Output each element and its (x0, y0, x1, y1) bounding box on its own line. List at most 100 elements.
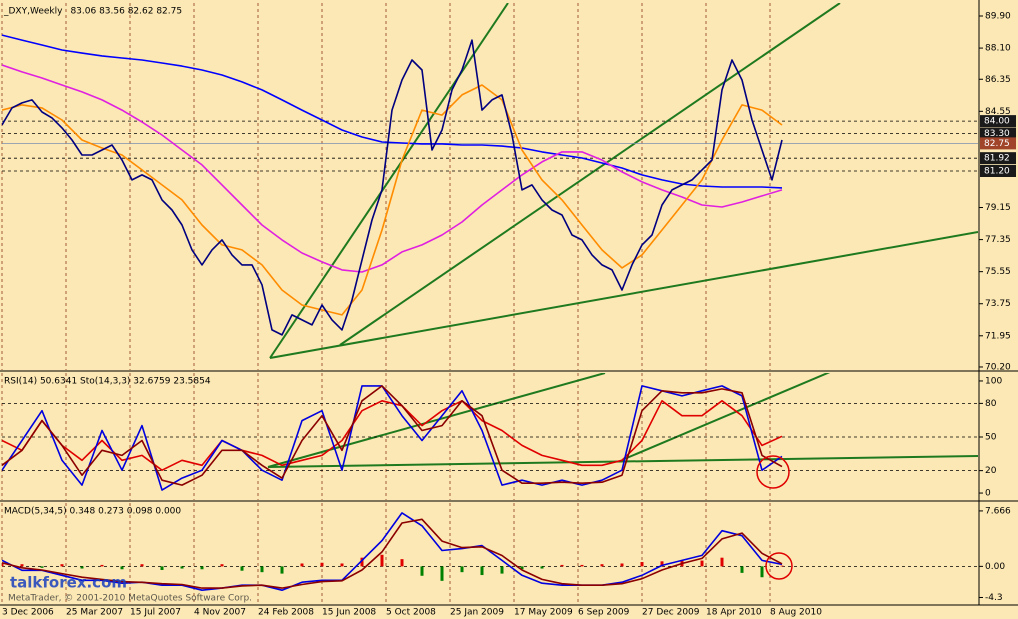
histogram-bar (220, 564, 224, 567)
histogram-bar (760, 566, 764, 578)
y-tick-label: 73.75 (985, 299, 1011, 309)
histogram-bar (400, 559, 404, 567)
level-label: 83.30 (984, 129, 1010, 139)
level-box (980, 152, 1016, 165)
price-label: 82.75 (984, 139, 1010, 149)
histogram-bar (380, 554, 384, 567)
x-tick-label: 27 Dec 2009 (642, 608, 700, 618)
x-tick-label: 17 May 2009 (514, 608, 573, 618)
pane-title: MACD(5,34,5) 0.348 0.273 0.098 0.000 (4, 507, 181, 517)
histogram-bar (620, 563, 624, 567)
y-tick-label: 0.00 (985, 562, 1005, 572)
histogram-bar (200, 566, 204, 570)
histogram-bar (280, 566, 284, 574)
histogram-bar (360, 557, 364, 567)
histogram-bar (560, 564, 564, 567)
macd-pane (2, 512, 978, 591)
line-series (2, 518, 783, 589)
y-tick-label: 80 (985, 399, 997, 409)
y-tick-label: 86.35 (985, 75, 1011, 85)
histogram-bar (720, 557, 724, 567)
pane-title: _DXY,Weekly (3, 7, 63, 17)
copyright: MetaTrader, © 2001-2010 MetaQuotes Softw… (8, 594, 252, 604)
histogram-bar (180, 566, 184, 569)
grid (1, 3, 771, 605)
line-series (2, 385, 783, 486)
line-series (2, 64, 783, 273)
trend-line (267, 373, 606, 468)
level-label: 81.92 (984, 154, 1010, 164)
y-tick-label: 70.20 (985, 362, 1011, 372)
histogram-bar (520, 566, 524, 570)
x-tick-label: 5 Oct 2008 (386, 608, 436, 618)
level-box (980, 115, 1016, 128)
y-tick-label: 20 (985, 466, 997, 476)
y-tick-label: 84.55 (985, 107, 1011, 117)
level-box (980, 165, 1016, 178)
x-tick-label: 25 Mar 2007 (66, 608, 123, 618)
histogram-bar (540, 566, 544, 569)
highlight-circle (756, 455, 790, 489)
x-tick-label: 25 Jan 2009 (450, 608, 504, 618)
y-tick-label: 89.90 (985, 12, 1011, 22)
y-tick-label: 100 (985, 376, 1002, 386)
histogram-bar (480, 566, 484, 576)
x-tick-label: 8 Aug 2010 (770, 608, 822, 618)
line-series (2, 400, 783, 471)
histogram-bar (580, 564, 584, 567)
trend-line (269, 231, 978, 359)
rsi-pane (2, 373, 978, 491)
histogram-bar (100, 564, 104, 567)
x-tick-label: 6 Sep 2009 (578, 608, 630, 618)
x-tick-label: 3 Dec 2006 (2, 608, 54, 618)
histogram-bar (60, 564, 64, 567)
histogram-bar (260, 566, 264, 573)
trend-line (267, 455, 978, 468)
histogram-bar (460, 566, 464, 573)
histogram-bar (40, 566, 44, 568)
trend-line (269, 3, 509, 359)
histogram-bar (160, 566, 164, 570)
y-tick-label: 75.55 (985, 267, 1011, 277)
x-tick-label: 18 Apr 2010 (706, 608, 762, 618)
price-box (980, 137, 1016, 150)
x-tick-label: 24 Feb 2008 (258, 608, 314, 618)
x-tick-label: 15 Jul 2007 (130, 608, 181, 618)
histogram-bar (500, 566, 504, 574)
y-tick-label: 71.95 (985, 331, 1011, 341)
histogram-bar (140, 564, 144, 567)
histogram-bar (700, 560, 704, 567)
pane-title: RSI(14) 50.6341 Sto(14,3,3) 32.6759 23.5… (4, 377, 211, 387)
histogram-bar (240, 566, 244, 571)
y-tick-label: 50 (985, 433, 997, 443)
watermark: talkforex.com (10, 574, 127, 592)
histogram-bar (300, 563, 304, 567)
histogram-bar (20, 564, 24, 567)
y-tick-label: 79.15 (985, 203, 1011, 213)
histogram-bar (780, 565, 784, 567)
price-pane (2, 3, 978, 359)
pane-subtitle: 83.06 83.56 82.62 82.75 (70, 7, 182, 17)
histogram-bar (600, 564, 604, 567)
histogram-bar (420, 566, 424, 576)
histogram-bar (340, 563, 344, 567)
line-series (2, 34, 783, 189)
highlight-circle (765, 552, 793, 580)
histogram-bar (320, 562, 324, 567)
histogram-bar (80, 566, 84, 569)
level-label: 81.20 (984, 167, 1010, 177)
histogram-bar (640, 562, 644, 567)
histogram-bar (660, 561, 664, 567)
histogram-bar (440, 566, 444, 581)
histogram-bar (120, 566, 124, 570)
histogram-bar (740, 566, 744, 573)
x-tick-label: 4 Nov 2007 (194, 608, 246, 618)
y-tick-label: 77.35 (985, 235, 1011, 245)
trend-line (339, 3, 841, 346)
y-tick-label: 7.666 (985, 506, 1011, 516)
y-tick-label: 88.10 (985, 44, 1011, 54)
histogram-bar (2, 563, 4, 567)
